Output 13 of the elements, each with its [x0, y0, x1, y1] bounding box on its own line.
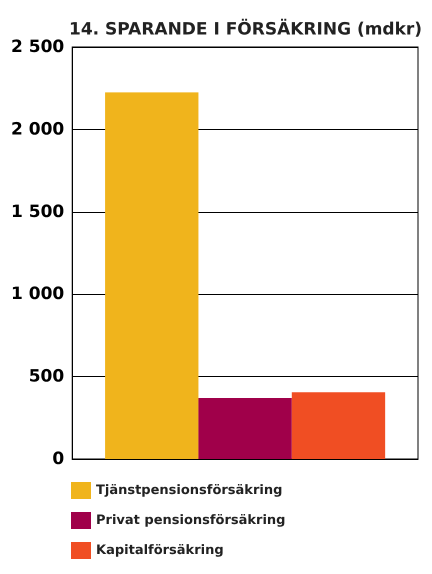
bar	[292, 392, 386, 459]
y-tick-label: 2 000	[11, 119, 64, 140]
bar	[198, 398, 292, 459]
legend-label: Kapitalförsäkring	[96, 543, 224, 558]
bar	[105, 92, 198, 459]
legend-label: Tjänstpensionsförsäkring	[96, 483, 282, 498]
y-tick-label: 500	[28, 366, 64, 387]
y-tick-label: 1 500	[11, 202, 64, 222]
y-tick-label: 0	[52, 449, 64, 469]
chart-title: 14. SPARANDE I FÖRSÄKRING (mdkr)	[69, 18, 422, 40]
y-tick-label: 1 000	[11, 284, 64, 304]
y-tick-label: 2 500	[11, 37, 64, 57]
legend-label: Privat pensionsförsäkring	[96, 513, 286, 528]
